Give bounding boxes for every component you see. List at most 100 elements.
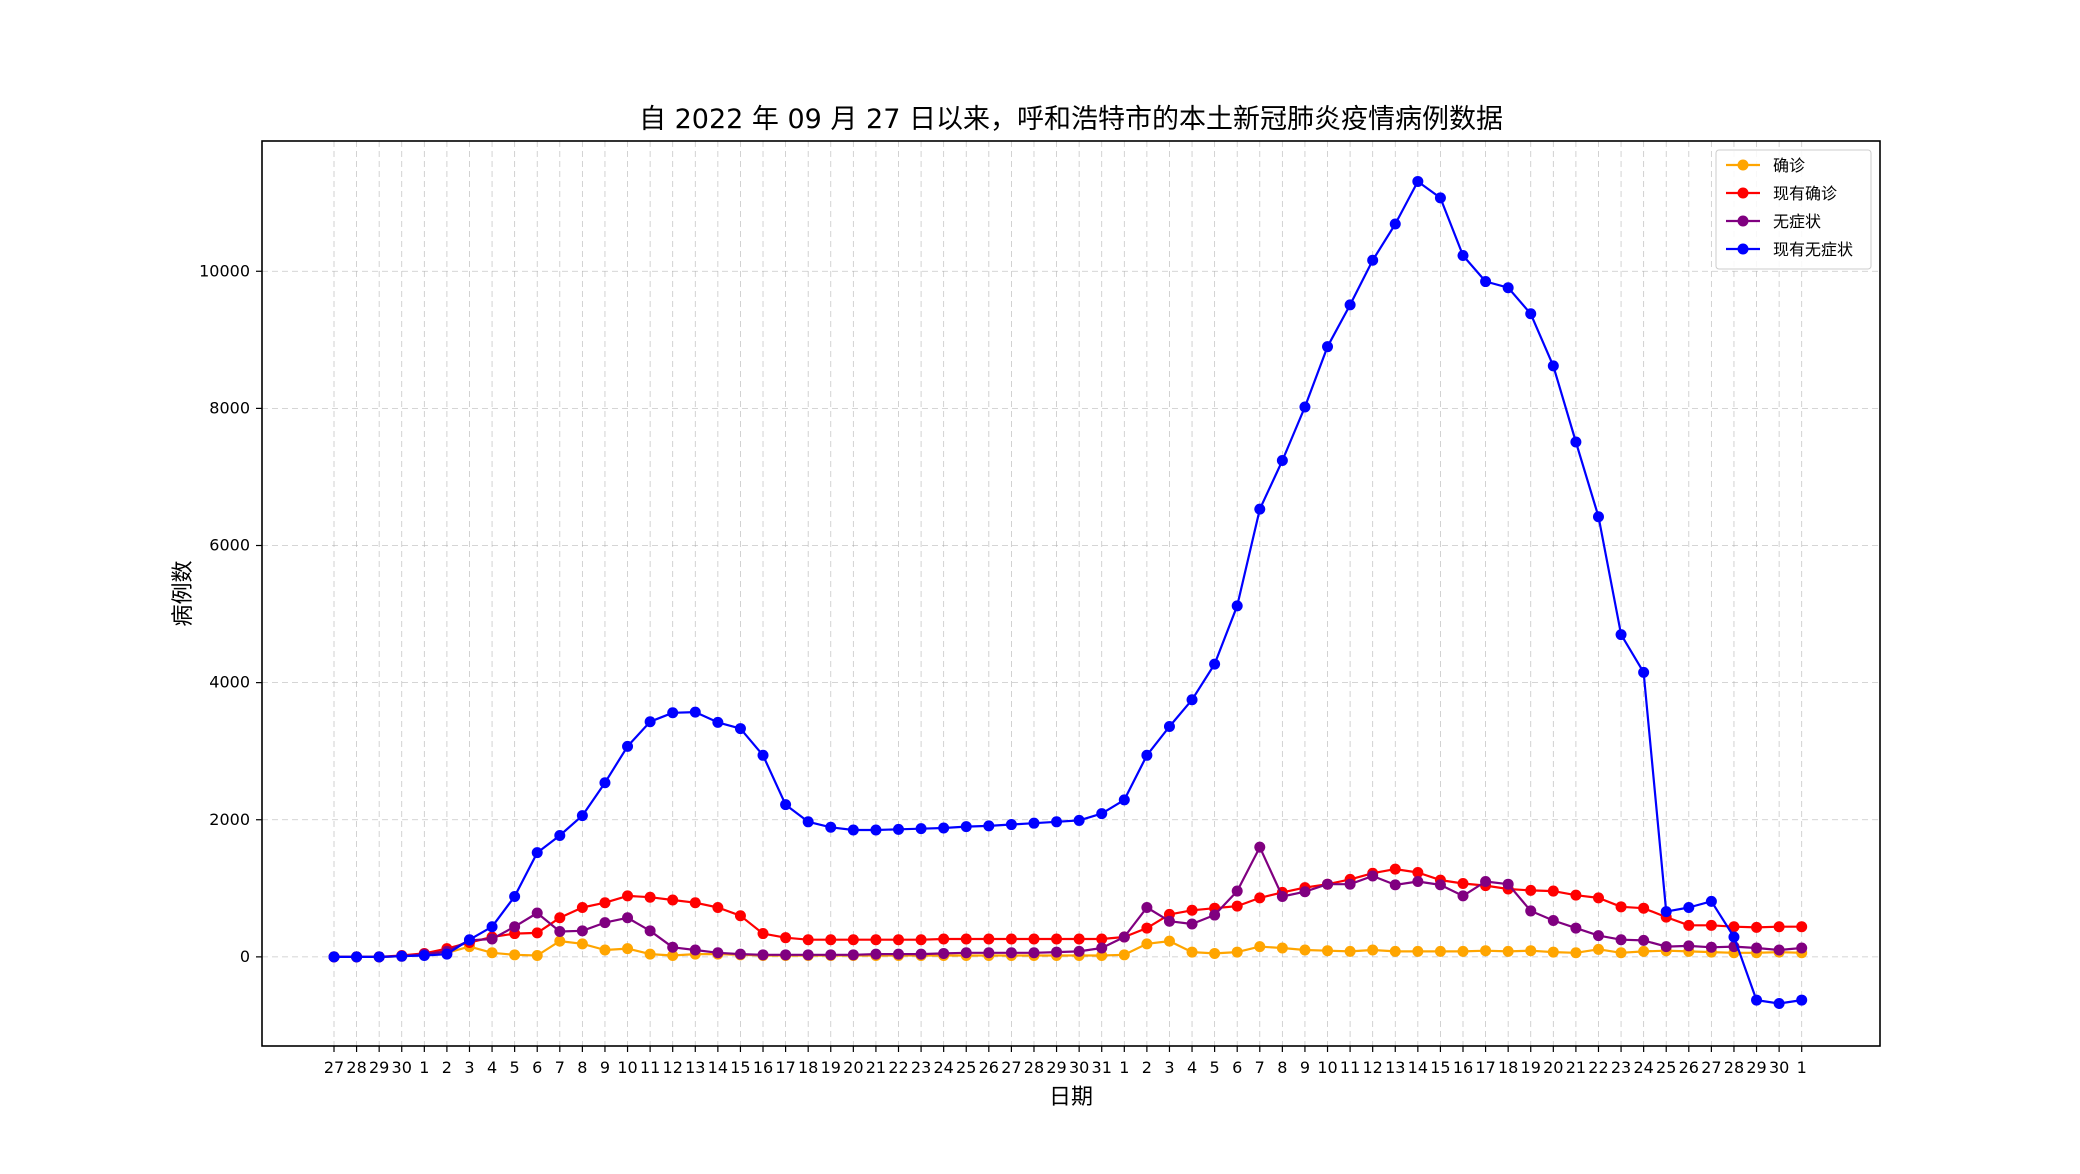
x-tick-label: 15 [730, 1058, 750, 1077]
data-point [509, 949, 521, 961]
legend-label: 现有无症状 [1773, 240, 1853, 259]
data-point [1773, 921, 1785, 933]
data-point [1570, 922, 1582, 934]
data-point [1141, 922, 1153, 934]
x-tick-label: 1 [419, 1058, 429, 1077]
data-point [396, 950, 408, 962]
data-point [734, 910, 746, 922]
data-point [938, 822, 950, 834]
data-point [825, 821, 837, 833]
data-point [531, 907, 543, 919]
data-point [1457, 945, 1469, 957]
legend-item: 无症状 [1726, 212, 1821, 231]
data-point [1705, 895, 1717, 907]
data-point [1073, 945, 1085, 957]
x-tick-label: 13 [685, 1058, 705, 1077]
data-point [328, 951, 340, 963]
data-point [870, 934, 882, 946]
x-tick-label: 11 [1340, 1058, 1360, 1077]
data-point [1547, 885, 1559, 897]
legend-swatch-marker [1737, 243, 1749, 255]
data-point [1163, 935, 1175, 947]
data-point [1254, 892, 1266, 904]
data-point [1163, 721, 1175, 733]
data-point [1615, 947, 1627, 959]
legend-item: 确诊 [1726, 156, 1805, 175]
data-point [1547, 915, 1559, 927]
x-tick-label: 3 [1164, 1058, 1174, 1077]
data-point [1434, 192, 1446, 204]
data-point [689, 706, 701, 718]
data-point [960, 947, 972, 959]
x-tick-label: 30 [392, 1058, 412, 1077]
data-point [486, 933, 498, 945]
y-tick-label: 10000 [199, 261, 250, 280]
data-point [1615, 901, 1627, 913]
x-tick-label: 10 [617, 1058, 637, 1077]
series-group [328, 841, 1808, 963]
x-tick-label: 30 [1769, 1058, 1789, 1077]
data-point [1005, 947, 1017, 959]
x-tick-label: 26 [1679, 1058, 1699, 1077]
x-tick-label: 28 [1724, 1058, 1744, 1077]
legend-label: 确诊 [1773, 156, 1805, 175]
data-point [802, 934, 814, 946]
data-point [893, 823, 904, 835]
data-point [622, 890, 634, 902]
data-point [1322, 341, 1334, 353]
x-tick-label: 22 [888, 1058, 908, 1077]
x-tick-label: 14 [708, 1058, 728, 1077]
data-point [1276, 454, 1288, 466]
legend-item: 现有无症状 [1726, 240, 1853, 259]
x-tick-label: 16 [753, 1058, 773, 1077]
data-point [667, 894, 679, 906]
x-tick-label: 1 [1119, 1058, 1129, 1077]
data-point [1480, 875, 1492, 887]
y-axis-label: 病例数 [171, 560, 196, 626]
data-point [1186, 946, 1198, 958]
data-point [463, 934, 475, 946]
data-point [1005, 933, 1017, 945]
data-point [1457, 890, 1469, 902]
x-tick-label: 27 [1001, 1058, 1021, 1077]
data-point [1344, 299, 1356, 311]
data-point [599, 897, 611, 909]
data-point [576, 925, 588, 937]
x-tick-label: 9 [1300, 1058, 1310, 1077]
data-point [1367, 870, 1379, 882]
x-tick-label: 7 [555, 1058, 565, 1077]
data-point [1073, 814, 1085, 826]
data-point [1705, 941, 1717, 953]
data-point [1118, 794, 1130, 806]
data-point [1502, 878, 1514, 890]
data-point [1683, 940, 1695, 952]
data-point [1683, 902, 1695, 914]
data-point [983, 933, 995, 945]
data-point [1389, 218, 1401, 230]
data-point [1231, 900, 1243, 912]
x-tick-label: 6 [1232, 1058, 1242, 1077]
data-point [1367, 254, 1379, 266]
x-tick-label: 24 [1633, 1058, 1653, 1077]
x-tick-label: 6 [532, 1058, 542, 1077]
x-tick-label: 30 [1069, 1058, 1089, 1077]
data-point [870, 824, 882, 836]
data-point [1344, 945, 1356, 957]
data-point [712, 902, 724, 914]
y-axis: 0 2000 4000 6000 8000 10000 [199, 261, 262, 966]
data-point [441, 948, 453, 960]
data-point [1118, 949, 1130, 961]
data-point [734, 948, 746, 960]
data-point [780, 799, 792, 811]
x-tick-label: 8 [577, 1058, 587, 1077]
data-point [847, 824, 859, 836]
data-point [1683, 919, 1695, 931]
data-point [1615, 934, 1627, 946]
data-point [870, 948, 882, 960]
data-point [622, 912, 634, 924]
data-point [531, 950, 543, 961]
x-tick-label: 5 [1210, 1058, 1220, 1077]
x-tick-label: 28 [1024, 1058, 1044, 1077]
x-tick-label: 7 [1255, 1058, 1265, 1077]
data-point [1751, 921, 1763, 933]
